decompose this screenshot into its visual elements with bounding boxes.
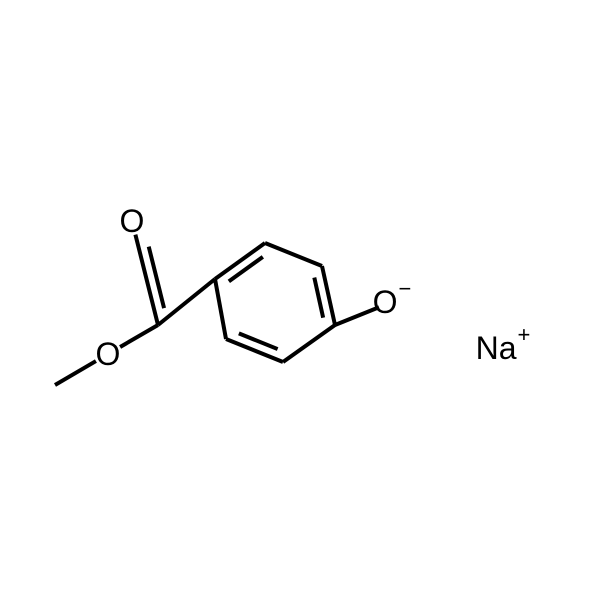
bond [215, 279, 226, 339]
bond [120, 325, 158, 347]
atom-label-O_ester: O [96, 336, 121, 372]
atom-symbol: O [120, 203, 145, 239]
atom-symbol: Na [476, 330, 517, 366]
bond [314, 278, 323, 318]
atom-label-O_phenoxide: O− [373, 276, 412, 321]
atom-label-Na: Na+ [476, 322, 531, 367]
molecule-canvas: OOO−Na+ [0, 0, 600, 600]
bond [265, 243, 322, 266]
bond [229, 257, 263, 281]
bond [226, 339, 283, 362]
atom-symbol: O [96, 336, 121, 372]
bond [158, 279, 215, 325]
bond [55, 361, 96, 385]
atom-charge: − [399, 276, 412, 301]
atom-charge: + [518, 322, 531, 347]
bond [283, 325, 335, 362]
atom-label-O_ketone: O [120, 203, 145, 239]
atom-symbol: O [373, 284, 398, 320]
bond [135, 235, 158, 325]
